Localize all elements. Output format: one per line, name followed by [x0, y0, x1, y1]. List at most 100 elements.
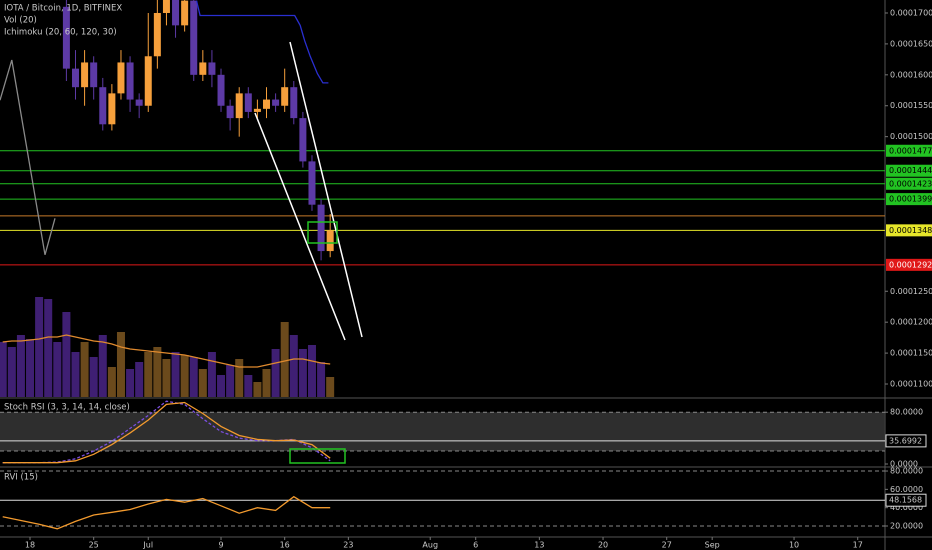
- volume-bar: [107, 367, 116, 397]
- volume-bar: [126, 369, 135, 397]
- highlight-box: [289, 448, 346, 464]
- indicator-label: Ichimoku (20, 60, 120, 30): [4, 28, 117, 38]
- volume-bar: [71, 352, 80, 397]
- trend-line: [289, 41, 363, 338]
- candle-body: [90, 62, 98, 88]
- candle-body: [81, 62, 89, 88]
- y-tick-label: 60.0000: [890, 485, 923, 494]
- candle-body: [263, 99, 271, 109]
- candle-body: [317, 204, 325, 252]
- pane-title: Stoch RSI (3, 3, 14, 14, close): [4, 403, 130, 413]
- level-label-box: [886, 258, 932, 271]
- candle-body: [181, 0, 189, 26]
- x-tick-label: Aug: [422, 541, 438, 550]
- trend-line: [254, 112, 346, 341]
- volume-bar: [171, 352, 180, 397]
- x-tick-label: 17: [853, 541, 863, 550]
- volume-bar: [271, 349, 280, 397]
- level-label-box: [886, 144, 932, 157]
- volume-bar: [7, 347, 16, 397]
- candle-body: [71, 68, 79, 88]
- volume-bar: [217, 375, 226, 397]
- volume-bar: [89, 357, 98, 397]
- candle-body: [235, 93, 243, 119]
- level-label: 0.00014449: [889, 166, 932, 175]
- highlight-box: [307, 221, 338, 244]
- candle-body: [126, 62, 134, 100]
- volume-bar: [135, 362, 144, 397]
- volume-bar: [44, 299, 53, 397]
- volume-bar: [98, 335, 107, 397]
- y-tick-label: 0.0000: [890, 459, 918, 468]
- candle-body: [253, 108, 261, 112]
- candle-body: [135, 99, 143, 106]
- y-tick-label: 80.0000: [890, 408, 923, 417]
- candle-body: [99, 87, 107, 125]
- volume-bar: [226, 365, 235, 397]
- level-label-box: [886, 193, 932, 206]
- x-tick-label: 13: [534, 541, 544, 550]
- volume-bar: [189, 357, 198, 397]
- volume-bar: [262, 369, 271, 397]
- volume-bar: [289, 335, 298, 397]
- x-tick-label: 20: [598, 541, 608, 550]
- candle-body: [162, 0, 170, 13]
- volume-bar: [235, 359, 244, 397]
- candle-body: [153, 12, 161, 57]
- band-fill: [0, 412, 885, 452]
- candle-body: [308, 161, 316, 205]
- candle-body: [226, 105, 234, 119]
- level-label: 0.00014772: [889, 146, 932, 155]
- x-tick-label: 9: [218, 541, 223, 550]
- level-label-box: [886, 224, 932, 237]
- volume-bar: [153, 347, 162, 397]
- y-tick-label: 20.0000: [890, 522, 923, 531]
- x-tick-label: 18: [25, 541, 35, 550]
- candle-body: [199, 62, 207, 75]
- candle-body: [62, 6, 70, 69]
- volume-bar: [298, 349, 307, 397]
- candle-body: [299, 118, 307, 162]
- volume-bar: [198, 369, 207, 397]
- candle-body: [144, 56, 152, 106]
- volume-bar: [26, 339, 35, 397]
- volume-bar: [35, 297, 44, 397]
- volume-bar: [144, 352, 153, 397]
- candle-body: [326, 230, 334, 252]
- x-tick-label: 10: [789, 541, 799, 550]
- volume-bar: [207, 352, 216, 397]
- last-value-label: 35.6992: [889, 436, 922, 445]
- chart-title: IOTA / Bitcoin, 1D, BITFINEX: [4, 4, 122, 14]
- candle-body: [217, 74, 225, 106]
- volume-bar: [326, 377, 335, 397]
- level-label-box: [886, 177, 932, 190]
- level-label: 0.00014238: [889, 179, 932, 188]
- x-tick-label: 16: [280, 541, 290, 550]
- candle-body: [281, 87, 289, 106]
- indicator-line: [2, 334, 331, 368]
- indicator-line: [0, 59, 56, 255]
- candle-body: [208, 62, 216, 75]
- volume-bar: [162, 359, 171, 397]
- x-tick-label: 23: [343, 541, 353, 550]
- candle-body: [172, 0, 180, 26]
- volume-bar: [62, 312, 71, 397]
- x-tick-label: Jul: [142, 541, 153, 550]
- level-label: 0.00013485: [889, 226, 932, 235]
- candle-body: [272, 99, 280, 106]
- volume-bar: [244, 375, 253, 397]
- candle-body: [244, 93, 252, 112]
- candle-body: [290, 87, 298, 119]
- volume-bar: [307, 345, 316, 397]
